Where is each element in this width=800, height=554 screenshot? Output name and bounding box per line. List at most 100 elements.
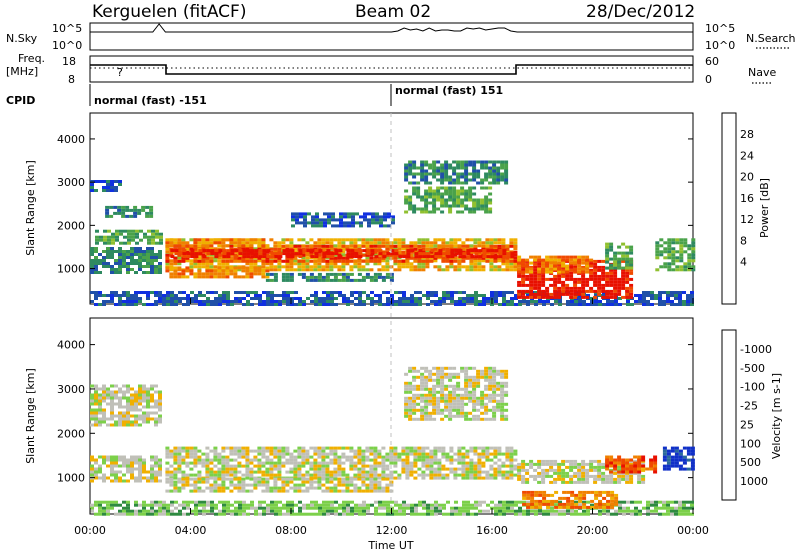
data-cell <box>185 473 190 477</box>
data-cell <box>122 393 126 397</box>
data-cell <box>269 489 274 493</box>
data-cell <box>102 180 106 183</box>
data-cell <box>90 455 94 459</box>
data-cell <box>541 258 546 262</box>
data-cell <box>338 255 343 259</box>
data-cell <box>457 452 462 456</box>
data-cell <box>625 266 630 270</box>
data-cell <box>379 224 383 228</box>
data-cell <box>433 461 438 465</box>
data-cell <box>330 252 335 256</box>
data-cell <box>165 467 170 471</box>
data-cell <box>362 249 367 253</box>
data-cell <box>134 503 138 507</box>
data-cell <box>354 255 359 259</box>
data-cell <box>242 512 246 516</box>
data-cell <box>245 476 250 480</box>
data-cell <box>165 473 170 477</box>
data-cell <box>449 241 454 245</box>
data-cell <box>481 476 486 480</box>
data-cell <box>505 476 510 480</box>
data-cell <box>249 262 254 266</box>
data-cell <box>446 297 450 300</box>
data-cell <box>502 506 506 510</box>
data-cell <box>593 295 598 299</box>
data-cell <box>313 449 318 453</box>
data-cell <box>341 446 346 450</box>
data-cell <box>338 294 342 297</box>
data-cell <box>414 297 418 300</box>
data-cell <box>286 509 290 513</box>
data-cell <box>257 452 262 456</box>
data-cell <box>367 218 371 222</box>
data-cell <box>465 452 470 456</box>
data-cell <box>510 255 515 259</box>
data-cell <box>486 503 490 507</box>
data-cell <box>138 417 142 421</box>
data-cell <box>498 255 503 259</box>
data-cell <box>361 238 366 242</box>
data-cell <box>429 452 434 456</box>
data-cell <box>502 297 506 300</box>
data-cell <box>107 235 111 239</box>
data-cell <box>131 229 135 233</box>
data-cell <box>365 256 370 260</box>
data-cell <box>401 241 406 245</box>
data-cell <box>464 192 469 196</box>
data-cell <box>457 265 462 269</box>
data-cell <box>397 473 402 477</box>
data-cell <box>118 420 122 424</box>
data-cell <box>130 455 134 459</box>
data-cell <box>493 259 498 263</box>
data-cell <box>549 261 554 265</box>
data-cell <box>273 247 278 251</box>
data-cell <box>490 252 495 256</box>
data-cell <box>493 250 498 254</box>
data-cell <box>492 178 497 182</box>
data-cell <box>325 247 330 251</box>
data-cell <box>426 294 430 297</box>
data-cell <box>421 265 426 269</box>
data-cell <box>533 258 538 262</box>
data-cell <box>457 446 462 450</box>
data-cell <box>110 390 114 394</box>
data-cell <box>274 512 278 516</box>
data-cell <box>646 291 650 294</box>
data-cell <box>118 512 122 516</box>
data-cell <box>114 186 118 189</box>
data-cell <box>190 300 194 303</box>
data-cell <box>322 500 326 504</box>
data-cell <box>506 303 510 306</box>
data-cell <box>461 455 466 459</box>
data-cell <box>537 277 542 281</box>
data-cell <box>262 506 266 510</box>
data-cell <box>437 470 442 474</box>
data-cell <box>421 238 426 242</box>
data-cell <box>177 256 182 260</box>
data-cell <box>488 166 493 170</box>
data-cell <box>229 473 234 477</box>
data-cell <box>436 207 441 211</box>
data-cell <box>202 512 206 516</box>
data-cell <box>383 224 387 228</box>
data-cell <box>489 265 494 269</box>
data-cell <box>278 509 282 513</box>
data-cell <box>369 473 374 477</box>
data-cell <box>573 265 578 269</box>
data-cell <box>557 292 562 296</box>
data-cell <box>205 486 210 490</box>
data-cell <box>146 303 150 306</box>
data-cell <box>675 268 680 272</box>
data-cell <box>110 479 114 483</box>
data-cell <box>464 198 469 202</box>
data-cell <box>605 274 610 278</box>
data-cell <box>118 262 122 265</box>
data-cell <box>678 512 682 516</box>
data-cell <box>177 449 182 453</box>
data-cell <box>245 473 250 477</box>
data-cell <box>440 163 445 167</box>
data-cell <box>421 458 426 462</box>
data-cell <box>319 224 323 228</box>
data-cell <box>361 278 366 282</box>
data-cell <box>429 464 434 468</box>
